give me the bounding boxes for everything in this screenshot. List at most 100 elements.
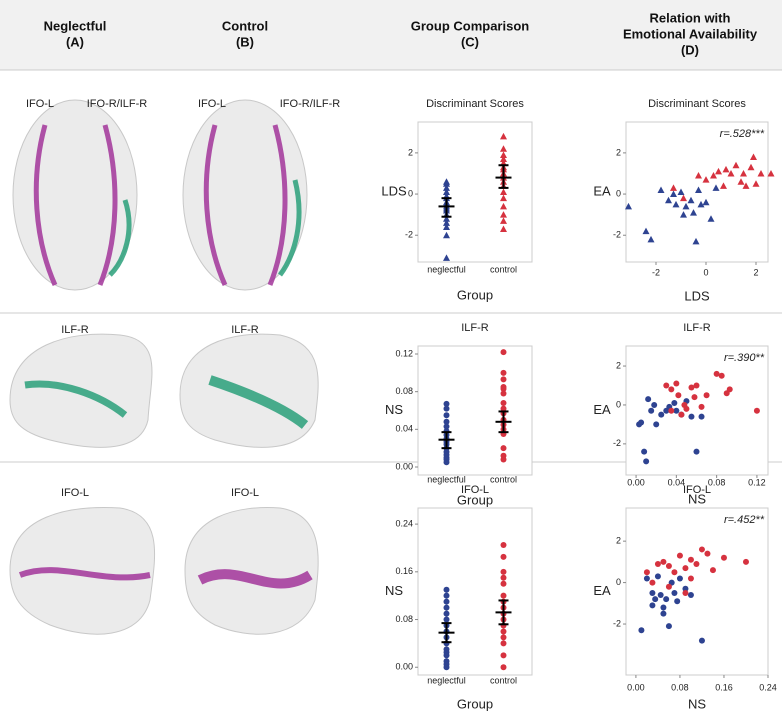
column-header: (B): [236, 34, 254, 49]
point: [443, 219, 450, 226]
point: [660, 604, 667, 611]
tract-label: IFO-L: [26, 98, 54, 110]
point: [500, 592, 507, 599]
y-tick-label: 0.08: [395, 386, 413, 396]
column-header: Neglectful: [44, 18, 107, 33]
plot-frame: [625, 345, 769, 476]
point: [500, 405, 507, 412]
point: [653, 421, 660, 428]
point: [500, 445, 507, 452]
point: [704, 550, 711, 557]
point: [697, 200, 705, 208]
x-tick-label: neglectful: [427, 675, 466, 685]
x-tick-label: -2: [652, 267, 660, 277]
y-tick-label: 2: [408, 147, 413, 157]
point: [732, 161, 740, 169]
point: [500, 664, 507, 671]
point: [500, 376, 507, 383]
point: [695, 186, 702, 193]
point: [654, 573, 661, 580]
x-axis-label: NS: [688, 491, 706, 506]
column-header: Relation with: [650, 10, 731, 25]
point: [500, 151, 507, 158]
x-tick-label: 2: [753, 267, 758, 277]
brain-axial: [12, 99, 138, 291]
point: [680, 211, 687, 218]
point: [720, 554, 727, 561]
point: [710, 172, 717, 179]
point: [500, 217, 507, 224]
chart-title: Discriminant Scores: [648, 98, 746, 110]
point: [726, 386, 733, 393]
y-axis-label: EA: [593, 183, 611, 198]
point: [682, 589, 689, 596]
point: [500, 628, 507, 635]
point: [500, 194, 507, 202]
y-axis-label: EA: [593, 402, 611, 417]
column-header: (A): [66, 34, 84, 49]
point: [443, 598, 450, 605]
point: [687, 196, 695, 204]
point: [665, 583, 672, 590]
y-tick-label: -2: [613, 438, 621, 448]
point: [671, 589, 678, 596]
chart-title: Discriminant Scores: [426, 98, 524, 110]
point: [648, 407, 655, 414]
point: [642, 227, 650, 235]
point: [660, 610, 667, 617]
point: [693, 560, 700, 567]
tract-label: ILF-R: [231, 324, 259, 336]
point: [500, 652, 507, 659]
tract: [33, 124, 58, 287]
x-tick-label: 0.04: [668, 477, 686, 487]
y-tick-label: -2: [613, 230, 621, 240]
tract: [267, 124, 288, 286]
point: [443, 412, 450, 419]
x-tick-label: 0.08: [708, 477, 726, 487]
point: [500, 390, 507, 397]
annotation: r=.452**: [724, 514, 765, 526]
point: [443, 604, 450, 611]
point: [443, 652, 450, 659]
point: [500, 202, 507, 210]
point: [649, 589, 656, 596]
tract: [203, 124, 228, 287]
annotation: r=.528***: [720, 128, 765, 140]
plot-frame: [417, 507, 533, 676]
point: [682, 202, 690, 210]
point: [692, 237, 700, 245]
point: [680, 194, 687, 202]
point: [641, 448, 648, 455]
point: [688, 413, 695, 420]
point: [665, 563, 672, 570]
point: [657, 592, 664, 599]
x-tick-label: 0.24: [759, 682, 777, 692]
point: [500, 580, 507, 587]
point: [443, 664, 450, 671]
x-tick-label: neglectful: [427, 264, 466, 274]
y-tick-label: -2: [405, 230, 413, 240]
point: [443, 400, 450, 407]
x-axis-label: LDS: [684, 288, 710, 303]
point: [703, 392, 710, 399]
point: [443, 592, 450, 599]
brain-axial: [182, 99, 308, 291]
point: [687, 592, 694, 599]
point: [443, 231, 450, 239]
column-header: Group Comparison: [411, 18, 530, 33]
tract-label: IFO-R/ILF-R: [87, 98, 148, 110]
column-header: Emotional Availability: [623, 26, 758, 41]
point: [649, 579, 656, 586]
point: [676, 575, 683, 582]
point: [443, 215, 450, 222]
point: [737, 178, 745, 185]
point: [722, 165, 730, 173]
point: [500, 541, 507, 548]
x-tick-label: 0: [703, 267, 708, 277]
point: [671, 400, 678, 407]
point: [500, 155, 507, 163]
header-band: [0, 0, 782, 70]
point: [670, 190, 677, 198]
point: [443, 418, 450, 425]
